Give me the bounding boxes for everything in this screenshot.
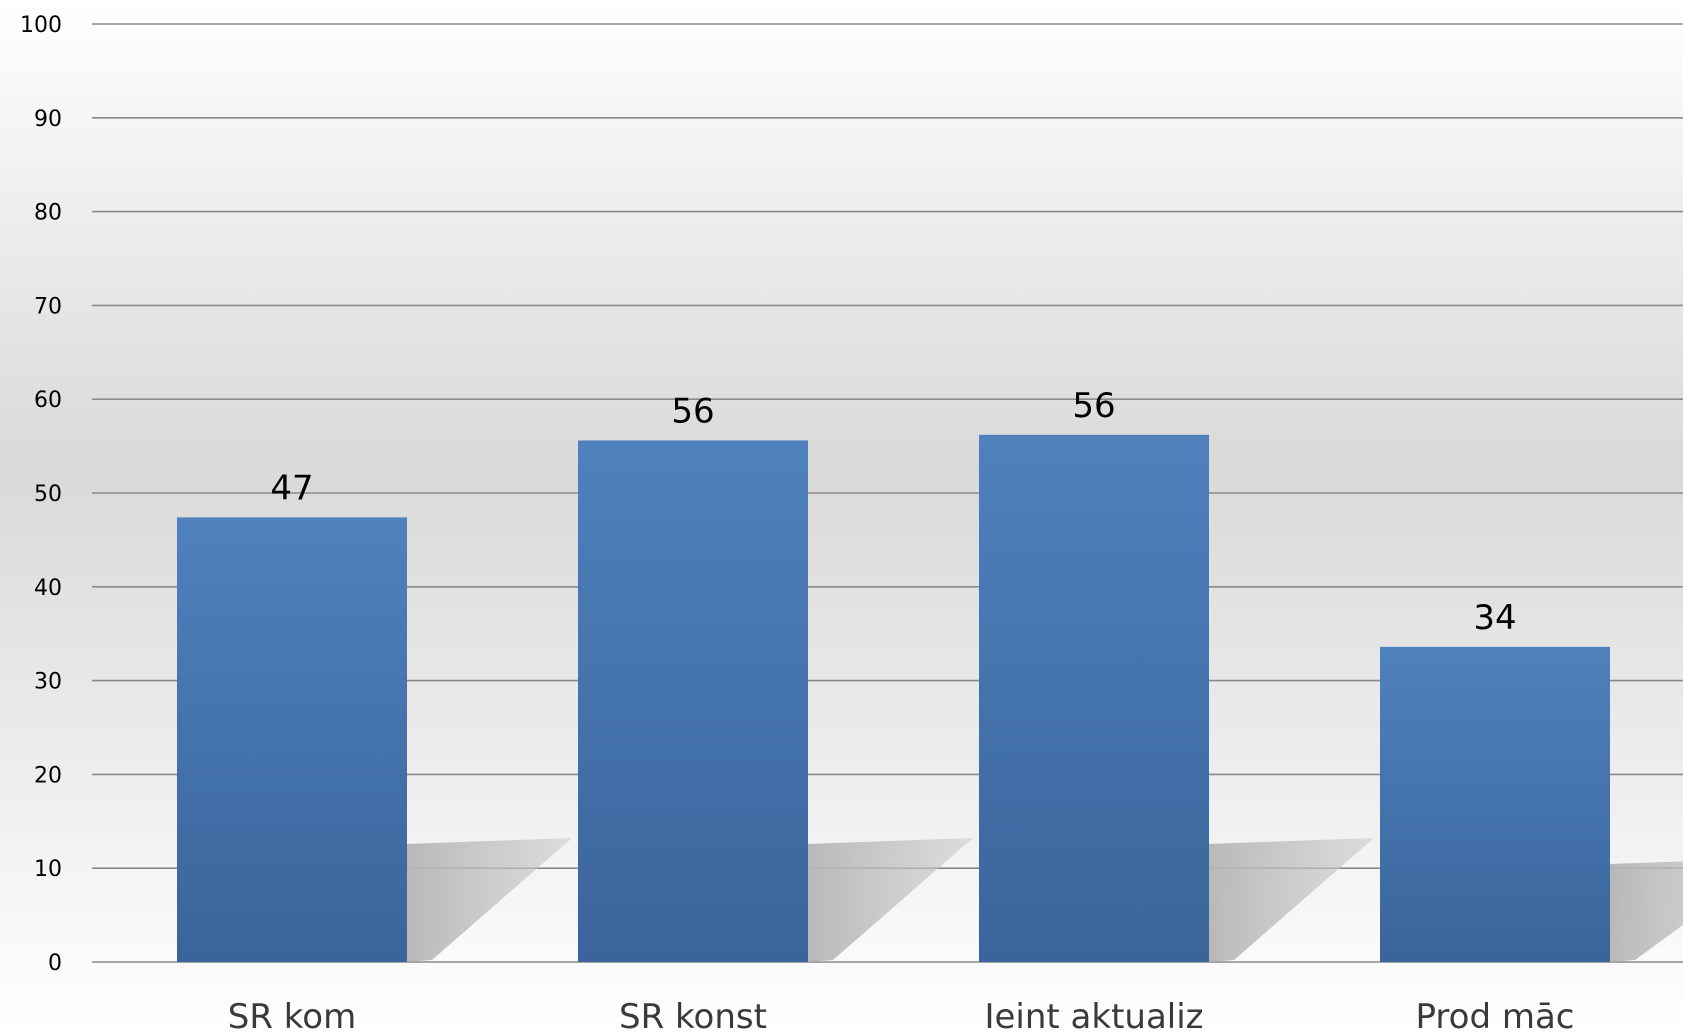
category-label-3: Ieint aktualiz — [984, 997, 1203, 1033]
bar-shadows — [407, 838, 1683, 962]
bar-2 — [578, 440, 808, 962]
bar-shadow-4 — [1610, 861, 1683, 962]
category-label-1: SR kom — [228, 997, 356, 1033]
category-label-4: Prod māc — [1416, 997, 1575, 1033]
category-label-2: SR konst — [619, 997, 767, 1033]
y-tick-label-70: 70 — [34, 294, 62, 319]
y-tick-label-0: 0 — [48, 951, 62, 976]
data-label-1: 47 — [270, 468, 313, 508]
data-label-3: 56 — [1072, 386, 1115, 426]
y-axis-tick-labels: 0 10 20 30 40 50 60 70 80 90 100 — [20, 13, 62, 976]
bar-shadow-2 — [808, 838, 973, 962]
bar-3 — [979, 434, 1209, 962]
y-tick-label-30: 30 — [34, 670, 62, 695]
y-tick-label-20: 20 — [34, 763, 62, 788]
bar-shadow-1 — [407, 838, 572, 962]
bar-1 — [177, 517, 407, 962]
y-tick-label-40: 40 — [34, 576, 62, 601]
bars — [177, 434, 1610, 962]
x-axis-category-labels: SR kom SR konst Ieint aktualiz Prod māc — [228, 997, 1575, 1033]
y-tick-label-90: 90 — [34, 107, 62, 132]
y-tick-label-100: 100 — [20, 13, 62, 38]
data-label-4: 34 — [1473, 598, 1516, 638]
bar-shadow-3 — [1209, 838, 1374, 962]
data-labels: 47 56 56 34 — [270, 386, 1516, 638]
y-tick-label-50: 50 — [34, 482, 62, 507]
y-tick-label-80: 80 — [34, 201, 62, 226]
y-tick-label-60: 60 — [34, 388, 62, 413]
data-label-2: 56 — [671, 391, 714, 431]
bar-4 — [1380, 646, 1610, 962]
y-tick-label-10: 10 — [34, 857, 62, 882]
